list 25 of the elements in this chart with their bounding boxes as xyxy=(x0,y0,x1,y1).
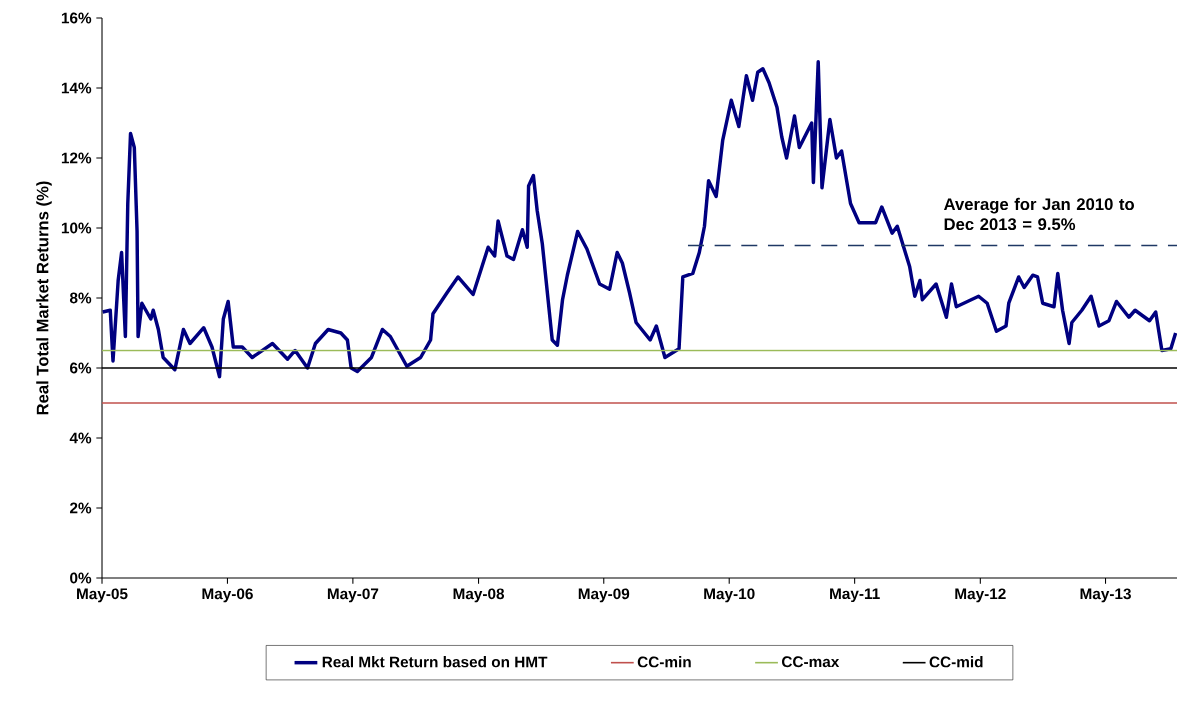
y-tick-label: 0% xyxy=(70,572,92,584)
y-tick-label: 12% xyxy=(61,152,92,164)
x-tick-label: May-12 xyxy=(955,588,1006,603)
y-axis-title: Real Total Market Returns (%) xyxy=(36,181,52,415)
x-tick-label: May-09 xyxy=(578,588,630,603)
y-tick-label: 14% xyxy=(61,82,92,94)
x-tick-label: May-11 xyxy=(830,588,880,603)
line-series xyxy=(102,60,1178,379)
x-tick-label: May-06 xyxy=(202,588,253,603)
y-tick-label: 16% xyxy=(61,12,92,24)
legend-label: CC-mid xyxy=(929,656,983,668)
legend-label: Real Mkt Return based on HMT xyxy=(322,656,548,668)
annotation: Average for Jan 2010 to Dec 2013 = 9.5% xyxy=(943,197,1134,231)
x-tick-label: May-10 xyxy=(704,588,755,603)
legend-label: CC-min xyxy=(637,656,691,668)
legend-label: CC-max xyxy=(782,656,840,668)
y-tick-label: 2% xyxy=(69,502,92,514)
x-tick-label: May-05 xyxy=(77,588,128,603)
y-tick-label: 6% xyxy=(70,362,92,374)
y-tick-label: 10% xyxy=(61,222,92,234)
y-tick-label: 4% xyxy=(69,432,92,444)
x-tick-label: May-07 xyxy=(327,588,379,603)
x-tick-label: May-13 xyxy=(1080,588,1131,603)
y-tick-label: 8% xyxy=(69,292,92,304)
x-tick-label: May-08 xyxy=(453,588,505,603)
